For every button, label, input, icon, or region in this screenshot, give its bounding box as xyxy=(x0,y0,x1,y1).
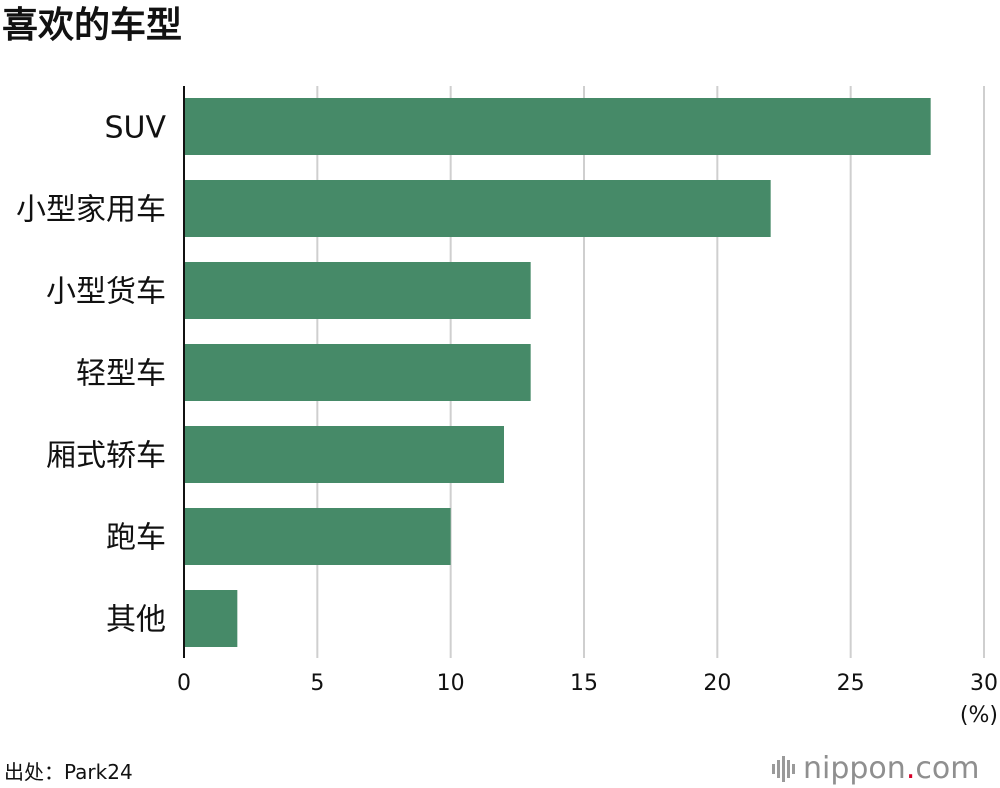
x-tick-labels: 0 5 10 15 20 25 30 xyxy=(177,671,998,696)
category-label: 轻型车 xyxy=(76,357,166,392)
logo-text: nippon.com xyxy=(803,752,979,786)
bar xyxy=(184,508,451,565)
x-tick-label: 25 xyxy=(837,671,865,696)
x-tick-label: 15 xyxy=(570,671,598,696)
chart-title: 喜欢的车型 xyxy=(2,5,183,46)
x-tick-label: 30 xyxy=(970,671,998,696)
bar xyxy=(184,180,771,237)
bar xyxy=(184,262,531,319)
bars xyxy=(184,98,931,647)
category-label: 跑车 xyxy=(106,521,166,556)
x-tick-label: 10 xyxy=(437,671,465,696)
category-label: SUV xyxy=(104,111,166,146)
category-label: 其他 xyxy=(106,603,166,638)
bar xyxy=(184,98,931,155)
logo-name: nippon xyxy=(803,751,906,786)
category-label: 小型货车 xyxy=(46,275,166,310)
logo-suffix: com xyxy=(915,751,980,786)
logo-dot: . xyxy=(905,751,916,786)
nippon-logo: nippon.com xyxy=(772,752,979,786)
category-label: 厢式轿车 xyxy=(46,439,166,474)
unit-label: (%) xyxy=(960,703,998,728)
x-tick-label: 20 xyxy=(703,671,731,696)
x-tick-label: 0 xyxy=(177,671,191,696)
bar xyxy=(184,344,531,401)
bar xyxy=(184,426,504,483)
logo-mark-icon xyxy=(772,756,795,782)
x-tick-label: 5 xyxy=(310,671,324,696)
category-label: 小型家用车 xyxy=(16,193,166,228)
bar xyxy=(184,590,238,647)
source-note: 出处：Park24 xyxy=(4,760,133,784)
